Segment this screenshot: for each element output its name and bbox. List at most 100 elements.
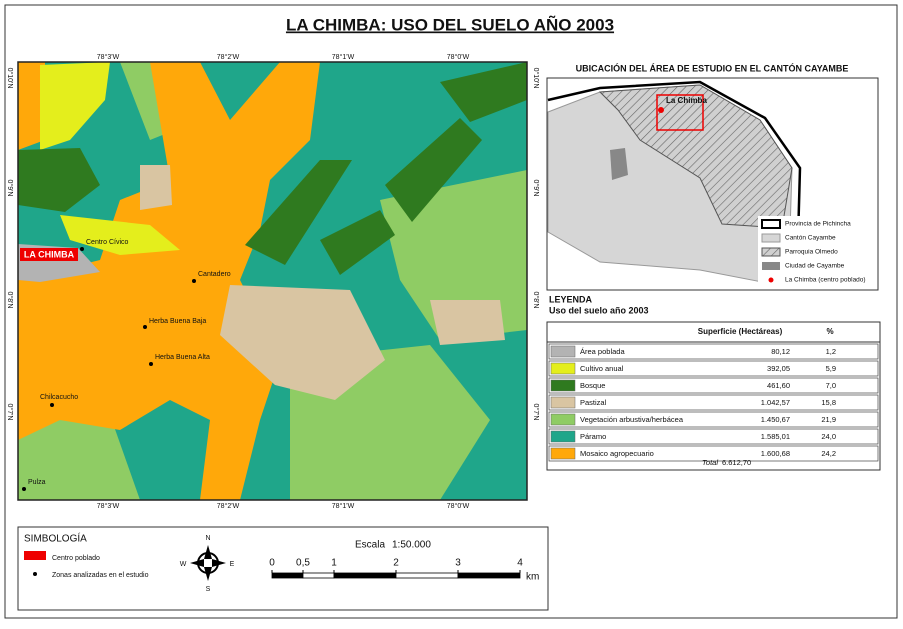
row-frame: [548, 394, 879, 411]
class-percent: 21,9: [821, 415, 836, 424]
coordinate-label: 78°2'W: [217, 53, 240, 61]
study-area-box: [656, 94, 704, 131]
land-use-zone: [140, 165, 172, 210]
row-frame: [548, 445, 879, 462]
inset-legend-label: La Chimba (centro poblado): [785, 277, 866, 284]
scale-tick-label: 4: [517, 558, 523, 569]
town-label: LA CHIMBA: [24, 249, 75, 259]
scale-label: Escala: [355, 540, 385, 551]
class-swatch: [550, 379, 576, 392]
symbology-frame: [17, 526, 549, 611]
scale-segment: [333, 572, 397, 579]
scale-ratio: 1:50.000: [392, 540, 431, 551]
land-use-zone: [440, 62, 527, 122]
row-frame: [548, 428, 879, 445]
inset-legend-dot: [768, 277, 774, 283]
inset-legend-swatch: [762, 262, 780, 270]
land-use-zone: [60, 215, 180, 255]
row-frame: [548, 411, 879, 428]
coordinate-label: 78°3'W: [97, 53, 120, 61]
scale-tick-label: 3: [455, 558, 461, 569]
place-label: Herba Buena Baja: [149, 318, 206, 325]
class-area: 392,05: [767, 364, 790, 373]
city-area: [610, 148, 628, 180]
row-frame: [548, 360, 879, 377]
land-use-zone: [220, 285, 385, 400]
inset-legend-swatch: [761, 219, 781, 229]
class-percent: 5,9: [826, 364, 836, 373]
place-label: Herba Buena Alta: [155, 354, 210, 361]
compass-w: W: [180, 561, 187, 568]
compass: [190, 545, 226, 581]
place-point: [80, 247, 84, 251]
class-percent: 24,2: [821, 449, 836, 458]
page-title: LA CHIMBA: USO DEL SUELO AÑO 2003: [286, 14, 614, 34]
table-header: Superficie (Hectáreas): [698, 327, 783, 336]
coordinate-label: 78°3'W: [97, 502, 120, 510]
inset-legend-label: Cantón Cayambe: [785, 235, 836, 242]
inset-title: UBICACIÓN DEL ÁREA DE ESTUDIO EN EL CANT…: [576, 62, 849, 73]
land-use-zone: [245, 160, 352, 265]
class-swatch: [550, 345, 576, 358]
place-point: [149, 362, 153, 366]
coordinate-label: 0°9'N: [6, 180, 14, 197]
symbology-title: SIMBOLOGÍA: [24, 532, 87, 545]
class-swatch: [550, 430, 576, 443]
class-area: 1.450,67: [761, 415, 790, 424]
place-point: [50, 403, 54, 407]
coordinate-label: 0°7'N: [6, 404, 14, 421]
class-area: 80,12: [771, 347, 790, 356]
compass-e: E: [230, 561, 235, 568]
coordinate-label: 0°7'N: [532, 404, 540, 421]
scale-tick-label: 0: [269, 558, 275, 569]
class-swatch: [550, 447, 576, 460]
inset-legend-label: Provincia de Pichincha: [785, 221, 851, 228]
class-swatch: [550, 396, 576, 409]
coordinate-label: 78°1'W: [332, 502, 355, 510]
land-use-zone: [18, 62, 320, 500]
place-point: [192, 279, 196, 283]
compass-n: N: [205, 535, 210, 542]
legend-subtitle: Uso del suelo año 2003: [549, 305, 649, 315]
coordinate-label: 0°8'N: [6, 292, 14, 309]
class-percent: 7,0: [826, 381, 836, 390]
land-use-zone: [18, 62, 45, 150]
place-point: [143, 325, 147, 329]
symbol-dot: [33, 572, 37, 576]
land-use-zone: [385, 118, 482, 222]
inset-legend-swatch: [761, 247, 781, 257]
row-frame: [548, 343, 879, 360]
class-name: Páramo: [580, 432, 606, 441]
page-frame: [4, 4, 898, 619]
class-area: 1.600,68: [761, 449, 790, 458]
table-frame: [546, 321, 881, 471]
inset-label: La Chimba: [666, 96, 707, 105]
land-use-zone: [18, 148, 100, 212]
town-box: [20, 248, 78, 261]
inset-point: [658, 107, 664, 113]
class-swatch: [550, 413, 576, 426]
symbol-label: Centro poblado: [52, 555, 100, 562]
coordinate-label: 0°10'N: [6, 68, 14, 89]
scale-segment: [457, 572, 521, 579]
place-label: Chilcacucho: [40, 394, 78, 401]
table-header: %: [826, 327, 833, 336]
place-point: [22, 487, 26, 491]
coordinate-label: 78°1'W: [332, 53, 355, 61]
total-label: Total: [702, 458, 718, 467]
map-frame: [17, 61, 528, 501]
class-area: 461,60: [767, 381, 790, 390]
class-name: Área poblada: [580, 347, 625, 356]
legend-title: LEYENDA: [549, 294, 593, 304]
land-use-zone: [320, 210, 395, 275]
total-area: 6.612,70: [722, 458, 751, 467]
place-label: Centro Cívico: [86, 239, 129, 246]
place-label: Cantadero: [198, 271, 231, 278]
inset-legend-swatch: [761, 233, 781, 243]
scale-segment: [395, 572, 459, 579]
scale-segment: [271, 572, 304, 579]
scale-unit: km: [526, 572, 539, 583]
place-label: Pulza: [28, 479, 46, 486]
coordinate-label: 78°0'W: [447, 502, 470, 510]
